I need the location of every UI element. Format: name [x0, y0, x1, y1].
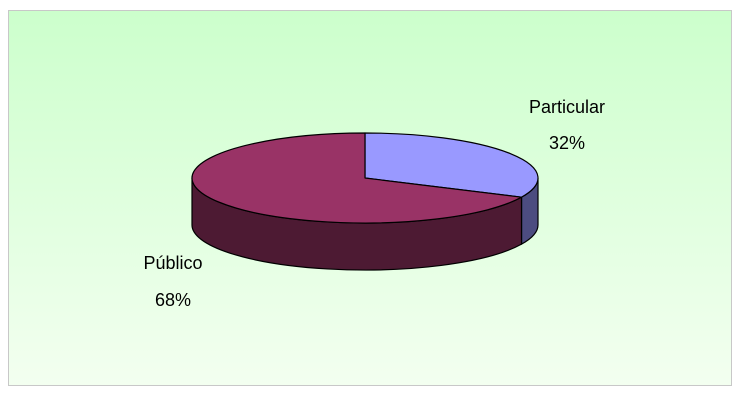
pie-chart: Particular 32% Público 68%	[9, 11, 731, 385]
pie-slice-pblico	[191, 132, 523, 224]
label-particular-name: Particular	[529, 97, 605, 117]
label-publico-name: Público	[143, 253, 202, 273]
chart-area: Particular 32% Público 68%	[8, 10, 732, 386]
label-particular-value: 32%	[549, 133, 585, 153]
label-publico-value: 68%	[155, 290, 191, 310]
pie-slice-particular	[364, 132, 539, 198]
